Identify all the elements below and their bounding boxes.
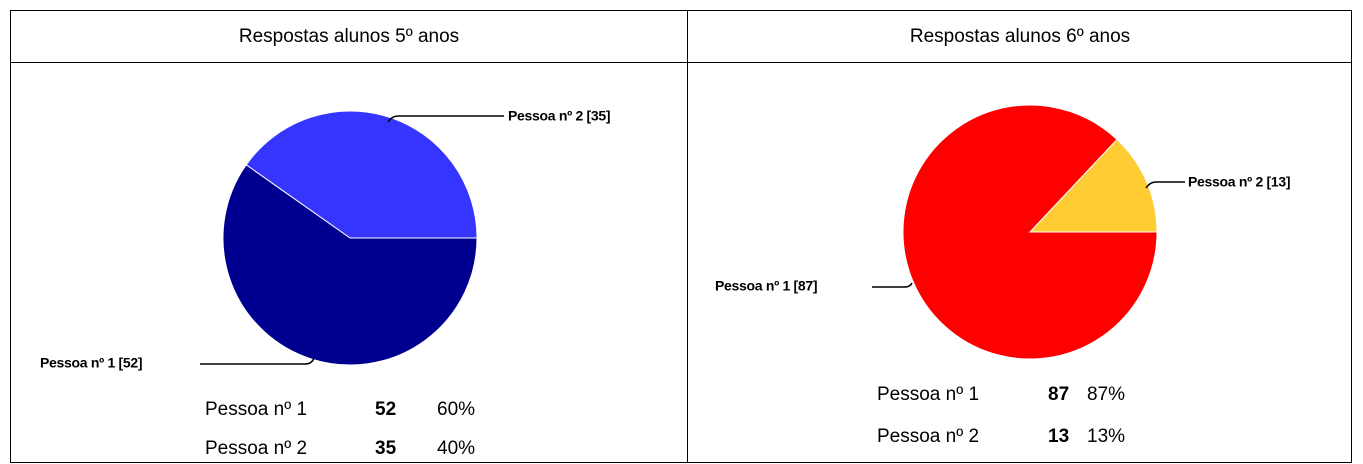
legend-percent: 40% bbox=[437, 438, 475, 459]
header: Respostas alunos 5º anos bbox=[239, 26, 459, 47]
legend-percent: 13% bbox=[1087, 426, 1125, 447]
leader-line bbox=[872, 282, 913, 288]
pie-slice bbox=[1028, 138, 1158, 233]
leader-line bbox=[387, 115, 504, 123]
legend-name: Pessoa nº 1 bbox=[205, 399, 307, 420]
legend-name: Pessoa nº 2 bbox=[205, 438, 307, 459]
legend-value: 87 bbox=[1048, 384, 1069, 405]
legend-value: 35 bbox=[375, 438, 397, 459]
legend-percent: 87% bbox=[1087, 384, 1125, 405]
pie-slice bbox=[222, 164, 478, 366]
table-border bbox=[10, 10, 1352, 463]
slice-label: Pessoa nº 1 [87] bbox=[715, 278, 817, 294]
pie-slice bbox=[902, 104, 1158, 360]
header: Respostas alunos 6º anos bbox=[910, 26, 1130, 47]
leader-line bbox=[1145, 181, 1185, 189]
slice-label: Pessoa nº 2 [13] bbox=[1188, 174, 1290, 190]
legend-name: Pessoa nº 2 bbox=[877, 426, 979, 447]
pie-slice bbox=[245, 110, 478, 239]
legend-value: 52 bbox=[375, 399, 396, 420]
legend-value: 13 bbox=[1048, 426, 1069, 447]
legend-name: Pessoa nº 1 bbox=[877, 384, 979, 405]
legend-percent: 60% bbox=[437, 399, 475, 420]
slice-label: Pessoa nº 2 [35] bbox=[508, 108, 610, 124]
leader-line bbox=[200, 357, 315, 365]
slice-label: Pessoa nº 1 [52] bbox=[40, 355, 142, 371]
